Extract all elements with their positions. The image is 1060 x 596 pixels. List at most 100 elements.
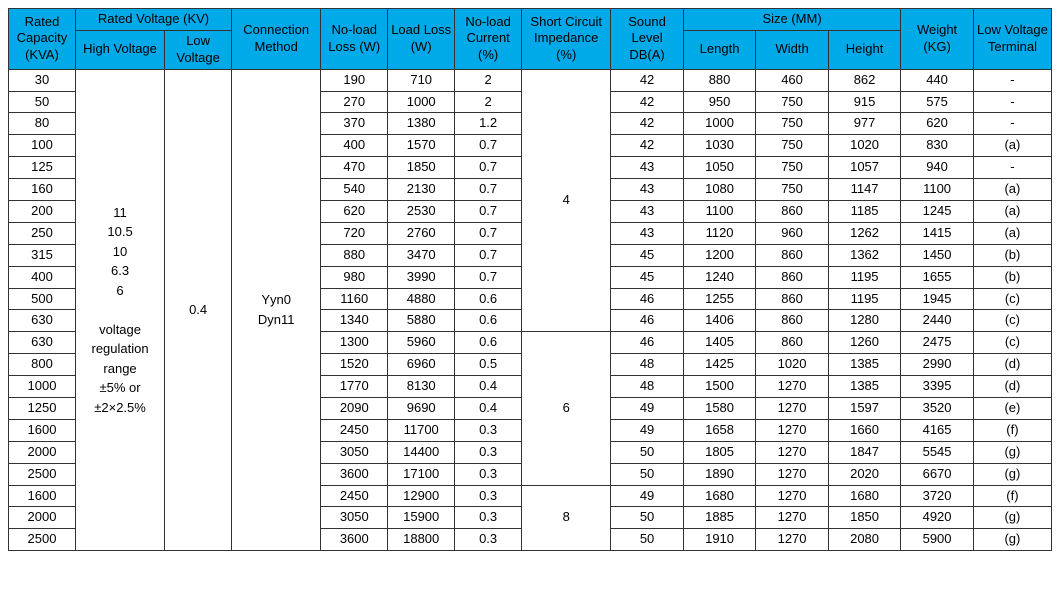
cell-length: 1120 <box>683 222 756 244</box>
cell-no-load-loss: 3600 <box>321 463 388 485</box>
cell-weight: 4165 <box>901 419 974 441</box>
cell-width: 860 <box>756 310 829 332</box>
cell-no-load-current: 0.4 <box>455 398 522 420</box>
cell-no-load-current: 0.5 <box>455 354 522 376</box>
cell-weight: 1415 <box>901 222 974 244</box>
cell-no-load-loss: 880 <box>321 244 388 266</box>
cell-weight: 830 <box>901 135 974 157</box>
cell-width: 750 <box>756 113 829 135</box>
cell-sound-level: 50 <box>611 529 684 551</box>
cell-rated-capacity: 80 <box>9 113 76 135</box>
cell-height: 1597 <box>828 398 901 420</box>
cell-sound-level: 43 <box>611 179 684 201</box>
cell-sound-level: 50 <box>611 507 684 529</box>
cell-width: 750 <box>756 135 829 157</box>
cell-load-loss: 6960 <box>388 354 455 376</box>
cell-sound-level: 48 <box>611 376 684 398</box>
cell-sound-level: 45 <box>611 266 684 288</box>
cell-height: 1260 <box>828 332 901 354</box>
cell-width: 1020 <box>756 354 829 376</box>
cell-no-load-current: 0.6 <box>455 332 522 354</box>
cell-no-load-current: 0.7 <box>455 179 522 201</box>
cell-no-load-loss: 400 <box>321 135 388 157</box>
cell-width: 860 <box>756 332 829 354</box>
cell-length: 1100 <box>683 201 756 223</box>
cell-connection-method: Yyn0Dyn11 <box>232 69 321 551</box>
cell-height: 1195 <box>828 288 901 310</box>
cell-load-loss: 1570 <box>388 135 455 157</box>
cell-sound-level: 50 <box>611 463 684 485</box>
cell-width: 1270 <box>756 529 829 551</box>
table-body: 301110.5106.36 voltageregulationrange±5%… <box>9 69 1052 551</box>
cell-rated-capacity: 1000 <box>9 376 76 398</box>
cell-length: 1405 <box>683 332 756 354</box>
cell-load-loss: 17100 <box>388 463 455 485</box>
cell-sound-level: 42 <box>611 91 684 113</box>
col-low-voltage: Low Voltage <box>165 30 232 69</box>
cell-no-load-loss: 1300 <box>321 332 388 354</box>
cell-rated-capacity: 250 <box>9 222 76 244</box>
cell-low-voltage-terminal: (f) <box>973 419 1051 441</box>
cell-load-loss: 1850 <box>388 157 455 179</box>
cell-no-load-loss: 3600 <box>321 529 388 551</box>
cell-low-voltage-terminal: (d) <box>973 354 1051 376</box>
cell-no-load-loss: 190 <box>321 69 388 91</box>
cell-load-loss: 8130 <box>388 376 455 398</box>
cell-low-voltage-terminal: (d) <box>973 376 1051 398</box>
cell-load-loss: 1380 <box>388 113 455 135</box>
cell-low-voltage: 0.4 <box>165 69 232 551</box>
cell-no-load-current: 0.3 <box>455 419 522 441</box>
cell-no-load-loss: 1160 <box>321 288 388 310</box>
cell-no-load-current: 0.7 <box>455 201 522 223</box>
cell-sound-level: 42 <box>611 135 684 157</box>
cell-width: 750 <box>756 157 829 179</box>
cell-load-loss: 710 <box>388 69 455 91</box>
cell-no-load-loss: 3050 <box>321 507 388 529</box>
cell-no-load-current: 0.6 <box>455 310 522 332</box>
col-width: Width <box>756 30 829 69</box>
cell-no-load-loss: 1520 <box>321 354 388 376</box>
cell-load-loss: 4880 <box>388 288 455 310</box>
cell-length: 1658 <box>683 419 756 441</box>
col-high-voltage: High Voltage <box>75 30 164 69</box>
cell-rated-capacity: 1250 <box>9 398 76 420</box>
cell-length: 1910 <box>683 529 756 551</box>
cell-length: 1425 <box>683 354 756 376</box>
cell-length: 1050 <box>683 157 756 179</box>
cell-height: 1262 <box>828 222 901 244</box>
cell-load-loss: 18800 <box>388 529 455 551</box>
col-weight: Weight (KG) <box>901 9 974 70</box>
cell-load-loss: 2760 <box>388 222 455 244</box>
cell-weight: 5545 <box>901 441 974 463</box>
cell-no-load-loss: 620 <box>321 201 388 223</box>
cell-load-loss: 12900 <box>388 485 455 507</box>
cell-length: 880 <box>683 69 756 91</box>
cell-no-load-loss: 2090 <box>321 398 388 420</box>
cell-weight: 2990 <box>901 354 974 376</box>
cell-sound-level: 46 <box>611 332 684 354</box>
cell-short-circuit-impedance: 4 <box>522 69 611 332</box>
cell-no-load-current: 0.6 <box>455 288 522 310</box>
cell-no-load-loss: 470 <box>321 157 388 179</box>
cell-weight: 3395 <box>901 376 974 398</box>
cell-width: 1270 <box>756 463 829 485</box>
cell-width: 860 <box>756 266 829 288</box>
cell-no-load-loss: 980 <box>321 266 388 288</box>
cell-low-voltage-terminal: (b) <box>973 266 1051 288</box>
cell-rated-capacity: 800 <box>9 354 76 376</box>
cell-width: 860 <box>756 244 829 266</box>
cell-load-loss: 2530 <box>388 201 455 223</box>
cell-height: 2020 <box>828 463 901 485</box>
cell-length: 1890 <box>683 463 756 485</box>
col-length: Length <box>683 30 756 69</box>
cell-height: 1847 <box>828 441 901 463</box>
cell-length: 1885 <box>683 507 756 529</box>
cell-load-loss: 2130 <box>388 179 455 201</box>
col-sound-level: Sound Level DB(A) <box>611 9 684 70</box>
cell-rated-capacity: 2000 <box>9 507 76 529</box>
cell-weight: 1655 <box>901 266 974 288</box>
cell-weight: 575 <box>901 91 974 113</box>
cell-rated-capacity: 500 <box>9 288 76 310</box>
cell-weight: 940 <box>901 157 974 179</box>
cell-no-load-current: 0.7 <box>455 222 522 244</box>
